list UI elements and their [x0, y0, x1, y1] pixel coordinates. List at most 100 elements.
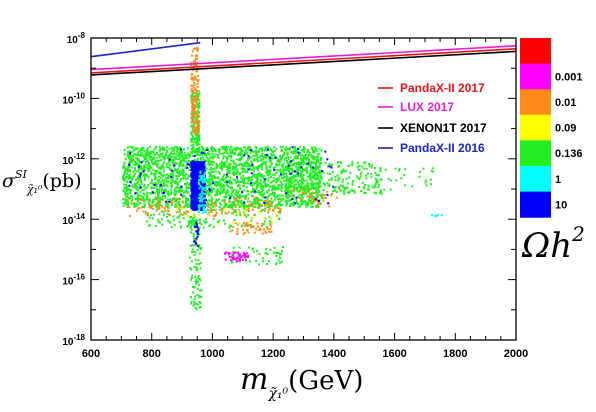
data-point	[241, 171, 244, 173]
data-point	[211, 198, 214, 201]
data-point	[162, 195, 164, 197]
data-point	[212, 170, 215, 173]
data-point	[252, 182, 255, 185]
data-point	[271, 200, 274, 203]
data-point	[188, 154, 191, 156]
data-point	[191, 134, 194, 137]
data-point	[134, 153, 137, 156]
data-point	[360, 171, 363, 174]
data-point	[217, 171, 220, 173]
data-point	[128, 161, 131, 164]
data-point	[132, 146, 135, 149]
data-point	[140, 179, 143, 182]
data-point	[237, 256, 240, 259]
x-tick-label: 800	[143, 348, 161, 360]
data-point	[269, 164, 272, 167]
data-point	[162, 185, 165, 188]
data-point	[170, 150, 173, 153]
data-point	[295, 201, 298, 203]
data-point	[230, 151, 233, 154]
data-point	[261, 163, 264, 166]
data-point	[153, 156, 156, 159]
data-point	[288, 178, 290, 181]
data-point	[289, 167, 292, 170]
data-point	[228, 166, 231, 169]
data-point	[260, 147, 263, 150]
data-point	[253, 173, 256, 176]
data-point	[191, 207, 194, 210]
data-point	[207, 206, 210, 208]
data-point	[190, 176, 193, 179]
data-point	[191, 73, 194, 76]
data-point	[306, 169, 309, 172]
data-point	[178, 201, 181, 204]
data-point	[203, 220, 206, 223]
data-point	[132, 149, 135, 152]
data-point	[331, 192, 333, 195]
data-point	[247, 220, 250, 223]
data-point	[224, 146, 227, 148]
data-point	[233, 165, 236, 168]
data-point	[166, 213, 169, 215]
data-point	[176, 216, 179, 219]
data-point	[221, 165, 224, 167]
data-point	[224, 177, 227, 180]
data-point	[278, 175, 281, 178]
data-point	[200, 296, 203, 298]
data-point	[334, 186, 337, 188]
data-point	[320, 174, 323, 177]
data-point	[247, 254, 250, 257]
data-point	[241, 184, 244, 187]
data-point	[273, 187, 276, 189]
data-point	[158, 188, 161, 191]
data-point	[265, 231, 268, 234]
data-point	[164, 205, 167, 208]
data-point	[160, 196, 163, 199]
data-point	[303, 179, 306, 182]
data-point	[146, 194, 149, 197]
data-point	[142, 210, 145, 213]
data-point	[143, 173, 145, 176]
data-point	[273, 199, 276, 202]
data-point	[329, 173, 331, 175]
data-point	[288, 171, 291, 174]
data-point	[180, 177, 182, 180]
data-point	[190, 112, 193, 115]
data-point	[243, 182, 246, 184]
data-point	[262, 189, 265, 192]
data-point	[195, 165, 198, 168]
data-point	[123, 178, 126, 181]
data-point	[197, 47, 200, 50]
data-point	[146, 155, 148, 158]
data-point	[191, 199, 193, 202]
data-point	[235, 171, 238, 174]
data-point	[201, 204, 204, 207]
data-point	[150, 179, 153, 182]
data-point	[173, 164, 176, 167]
data-point	[162, 147, 164, 150]
data-point	[154, 184, 157, 187]
data-point	[243, 180, 246, 183]
data-point	[258, 150, 261, 153]
data-point	[257, 183, 260, 186]
data-point	[127, 175, 130, 178]
data-point	[179, 189, 182, 192]
data-point	[157, 200, 160, 203]
data-point	[192, 179, 195, 182]
data-point	[294, 179, 297, 181]
data-point	[319, 162, 322, 165]
data-point	[210, 160, 213, 163]
data-point	[316, 165, 318, 168]
data-point	[212, 157, 214, 160]
data-point	[216, 220, 219, 223]
data-point	[267, 179, 270, 182]
data-point	[245, 186, 248, 189]
data-point	[208, 225, 211, 227]
data-point	[204, 221, 207, 224]
legend-entry-label: XENON1T 2017	[400, 121, 487, 135]
data-point	[195, 200, 198, 203]
data-point	[250, 191, 252, 193]
data-point	[181, 207, 183, 210]
data-point	[197, 204, 200, 207]
